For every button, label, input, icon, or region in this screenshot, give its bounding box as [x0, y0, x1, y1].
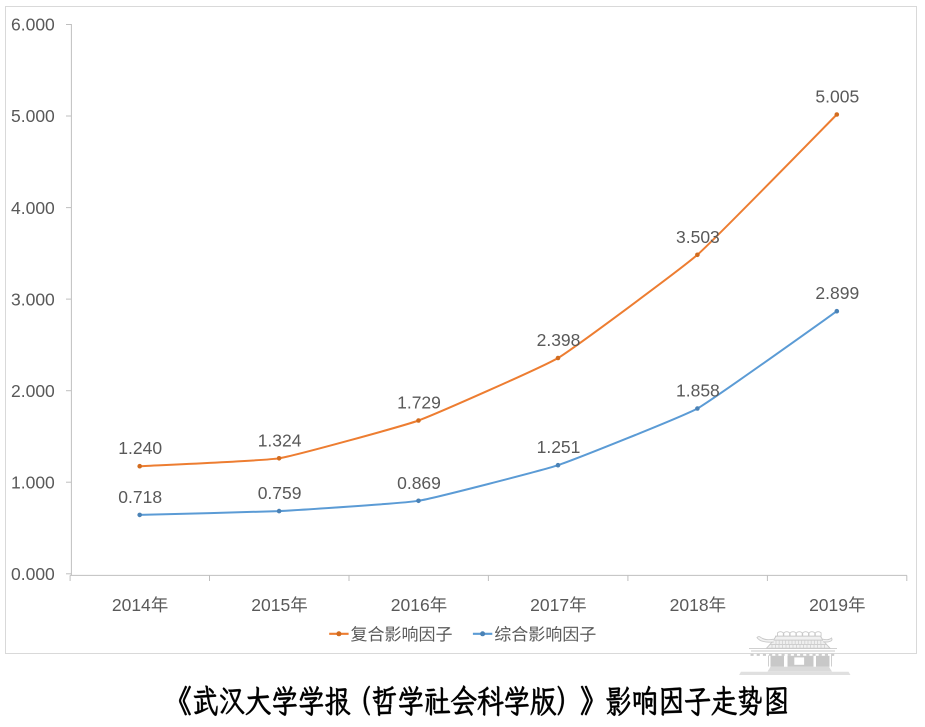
svg-text:6.000: 6.000 — [11, 15, 55, 35]
svg-text:1.324: 1.324 — [258, 430, 302, 450]
svg-text:4.000: 4.000 — [11, 198, 55, 218]
svg-text:2018: 2018 — [670, 595, 709, 615]
svg-text:2.899: 2.899 — [815, 283, 859, 303]
svg-text:1.000: 1.000 — [11, 472, 55, 492]
svg-text:0.718: 0.718 — [118, 487, 162, 507]
svg-text:2014: 2014 — [112, 595, 151, 615]
svg-text:2017: 2017 — [530, 595, 569, 615]
svg-text:2019: 2019 — [809, 595, 848, 615]
svg-text:2.000: 2.000 — [11, 381, 55, 401]
svg-text:5.005: 5.005 — [815, 87, 859, 107]
svg-text:0.759: 0.759 — [258, 483, 302, 503]
svg-text:0.869: 0.869 — [397, 473, 441, 493]
svg-text:1.729: 1.729 — [397, 393, 441, 413]
svg-text:2016: 2016 — [391, 595, 430, 615]
svg-text:3.503: 3.503 — [676, 227, 720, 247]
svg-text:1.251: 1.251 — [537, 437, 581, 457]
svg-text:3.000: 3.000 — [11, 289, 55, 309]
svg-text:2.398: 2.398 — [537, 330, 581, 350]
svg-text:0.000: 0.000 — [11, 564, 55, 584]
svg-text:1.858: 1.858 — [676, 381, 720, 401]
svg-text:5.000: 5.000 — [11, 106, 55, 126]
svg-text:1.240: 1.240 — [118, 438, 162, 458]
svg-text:2015: 2015 — [251, 595, 290, 615]
